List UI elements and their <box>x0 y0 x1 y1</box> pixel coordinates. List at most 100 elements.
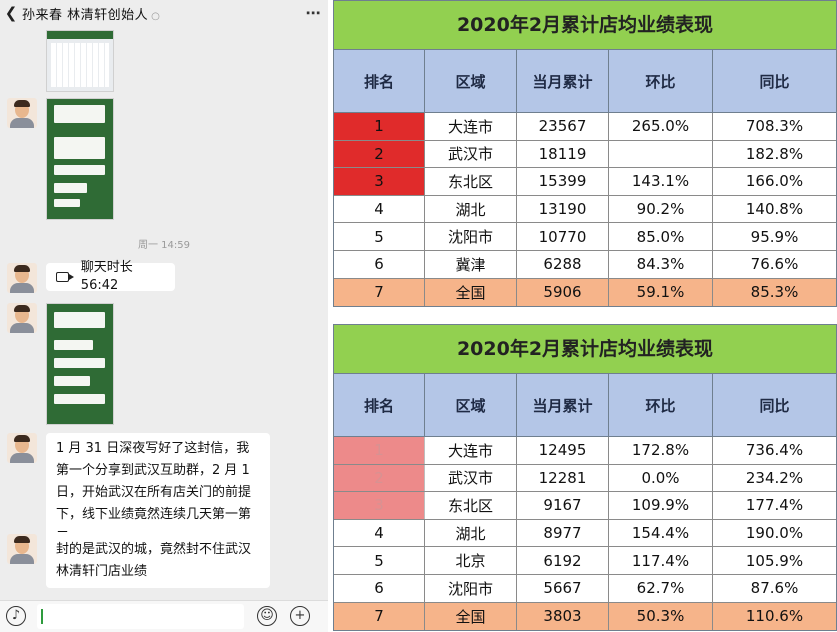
header-yoy: 同比 <box>759 72 790 91</box>
performance-table-2: 2020年2月累计店均业绩表现 排名 区域 当月累计 环比 同比 1 大连市 124… <box>333 324 837 632</box>
cell-region: 沈阳市 <box>425 574 517 602</box>
header-rank: 排名 <box>334 374 425 436</box>
table-row: 6 沈阳市 5667 62.7% 87.6% <box>334 574 836 603</box>
table-row: 3 东北区 15399 143.1% 166.0% <box>334 168 836 196</box>
table-row: 1 大连市 23567 265.0% 708.3% <box>334 113 836 141</box>
text-message[interactable]: 封的是武汉的城，竟然封不住武汉林清轩门店业绩 <box>46 534 270 588</box>
cell-mom: 84.3% <box>609 250 713 278</box>
cell-rank: 6 <box>334 250 425 278</box>
cell-rank: 4 <box>334 519 425 547</box>
video-call-record[interactable]: 聊天时长 56:42 <box>46 260 175 293</box>
cell-yoy: 182.8% <box>745 144 804 163</box>
table-body: 1 大连市 23567 265.0% 708.3% 2 武汉市 18119 182.8% 3 东北区… <box>334 113 836 307</box>
cell-mom: 0.0% <box>609 464 713 492</box>
input-bar: ♪ ☺ + <box>0 600 328 632</box>
header-region: 区域 <box>425 374 517 436</box>
cell-mom <box>609 140 713 168</box>
cell-region: 北京 <box>425 547 517 574</box>
cell-yoy: 76.6% <box>750 255 799 274</box>
cell-rank: 3 <box>334 168 425 195</box>
time-divider: 周一 14:59 <box>138 240 190 251</box>
table-row: 1 大连市 12495 172.8% 736.4% <box>334 437 836 465</box>
cell-monthly-total: 23567 <box>517 113 609 140</box>
table-row: 4 湖北 8977 154.4% 190.0% <box>334 519 836 548</box>
cell-mom: 143.1% <box>609 168 713 195</box>
cell-mom: 50.3% <box>609 602 713 631</box>
cell-rank: 2 <box>334 140 425 168</box>
header-yoy: 同比 <box>759 396 790 415</box>
ellipsis-icon[interactable]: ⋯ <box>305 4 321 22</box>
cell-region: 东北区 <box>425 168 517 195</box>
table-header-row: 排名 区域 当月累计 环比 同比 <box>334 374 836 437</box>
cell-region: 全国 <box>425 278 517 307</box>
cell-yoy: 110.6% <box>713 602 836 631</box>
cell-region: 沈阳市 <box>425 223 517 250</box>
text-message[interactable]: 1 月 31 日深夜写好了这封信，我第一个分享到武汉互助群，2 月 1 日，开始… <box>46 433 270 553</box>
message-input[interactable] <box>37 604 244 629</box>
avatar[interactable] <box>7 433 37 463</box>
cell-yoy: 177.4% <box>745 496 804 515</box>
cell-region: 大连市 <box>425 437 517 464</box>
cell-monthly-total: 6288 <box>517 250 609 278</box>
cell-yoy: 234.2% <box>745 468 804 487</box>
plus-icon[interactable]: + <box>290 606 310 626</box>
call-duration-text: 聊天时长 56:42 <box>80 260 133 293</box>
table-row: 5 北京 6192 117.4% 105.9% <box>334 547 836 575</box>
cell-region: 大连市 <box>425 113 517 140</box>
cell-monthly-total: 12281 <box>517 464 609 492</box>
chat-header: ❮ 孙来春 林清轩创始人 ○ ⋯ <box>0 0 328 26</box>
cell-yoy: 95.9% <box>750 227 799 246</box>
cell-yoy: 87.6% <box>750 579 799 598</box>
cell-mom: 154.4% <box>609 519 713 547</box>
cell-monthly-total: 18119 <box>517 140 609 168</box>
table-row: 3 东北区 9167 109.9% 177.4% <box>334 492 836 520</box>
cell-monthly-total: 10770 <box>517 223 609 250</box>
image-message-keyboard[interactable] <box>46 30 114 92</box>
voice-icon[interactable]: ♪ <box>6 606 26 626</box>
avatar[interactable] <box>7 98 37 128</box>
cell-region: 东北区 <box>425 492 517 519</box>
cell-monthly-total: 8977 <box>517 519 609 547</box>
performance-table-1: 2020年2月累计店均业绩表现 排名 区域 当月累计 环比 同比 1 大连市 235… <box>333 0 837 308</box>
message-text: 封的是武汉的城，竟然封不住武汉林清轩门店业绩 <box>56 542 252 579</box>
header-monthly-total: 当月累计 <box>517 50 609 112</box>
cell-rank: 3 <box>334 492 425 519</box>
mute-icon: ○ <box>151 10 161 22</box>
cell-rank: 6 <box>334 574 425 602</box>
cell-yoy: 140.8% <box>745 200 804 219</box>
text-cursor <box>41 609 43 624</box>
header-monthly-total: 当月累计 <box>517 374 609 436</box>
chat-title-text: 孙来春 林清轩创始人 <box>22 7 149 23</box>
cell-yoy: 166.0% <box>745 172 804 191</box>
image-message-chat-screenshot[interactable] <box>46 98 114 220</box>
video-call-icon <box>56 272 74 282</box>
cell-rank: 1 <box>334 437 425 464</box>
header-region: 区域 <box>425 50 517 112</box>
avatar[interactable] <box>7 303 37 333</box>
table-header-row: 排名 区域 当月累计 环比 同比 <box>334 50 836 113</box>
cell-yoy: 190.0% <box>745 524 804 543</box>
cell-monthly-total: 3803 <box>517 602 609 631</box>
cell-mom: 172.8% <box>609 437 713 464</box>
cell-region: 湖北 <box>425 519 517 547</box>
emoji-icon[interactable]: ☺ <box>257 606 277 626</box>
cell-rank: 7 <box>334 278 425 307</box>
cell-region: 全国 <box>425 602 517 631</box>
cell-mom: 62.7% <box>609 574 713 602</box>
avatar[interactable] <box>7 263 37 293</box>
cell-yoy: 85.3% <box>713 278 836 307</box>
image-message-chat-screenshot[interactable] <box>46 303 114 425</box>
header-mom: 环比 <box>609 50 713 112</box>
table-row: 6 冀津 6288 84.3% 76.6% <box>334 250 836 279</box>
cell-rank: 7 <box>334 602 425 631</box>
message-text: 1 月 31 日深夜写好了这封信，我第一个分享到武汉互助群，2 月 1 日，开始… <box>56 441 252 544</box>
cell-rank: 5 <box>334 223 425 250</box>
cell-region: 武汉市 <box>425 464 517 492</box>
cell-mom: 90.2% <box>609 195 713 223</box>
chevron-left-icon[interactable]: ❮ <box>4 4 18 22</box>
table-row: 7 全国 5906 59.1% 85.3% <box>334 278 836 307</box>
cell-monthly-total: 15399 <box>517 168 609 195</box>
avatar[interactable] <box>7 534 37 564</box>
cell-mom: 59.1% <box>609 278 713 307</box>
table-row: 7 全国 3803 50.3% 110.6% <box>334 602 836 631</box>
